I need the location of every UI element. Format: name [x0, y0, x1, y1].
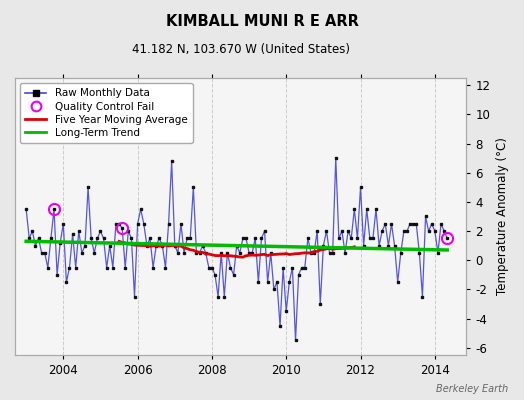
- Text: Berkeley Earth: Berkeley Earth: [436, 384, 508, 394]
- Title: 41.182 N, 103.670 W (United States): 41.182 N, 103.670 W (United States): [132, 43, 350, 56]
- Legend: Raw Monthly Data, Quality Control Fail, Five Year Moving Average, Long-Term Tren: Raw Monthly Data, Quality Control Fail, …: [20, 83, 192, 143]
- Text: KIMBALL MUNI R E ARR: KIMBALL MUNI R E ARR: [166, 14, 358, 29]
- Y-axis label: Temperature Anomaly (°C): Temperature Anomaly (°C): [496, 138, 509, 296]
